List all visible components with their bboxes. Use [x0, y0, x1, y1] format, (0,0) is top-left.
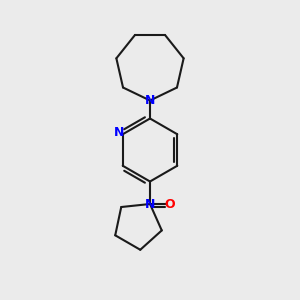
Text: N: N	[145, 197, 155, 211]
Text: O: O	[164, 197, 175, 211]
Text: N: N	[145, 94, 155, 107]
Text: N: N	[114, 126, 124, 139]
